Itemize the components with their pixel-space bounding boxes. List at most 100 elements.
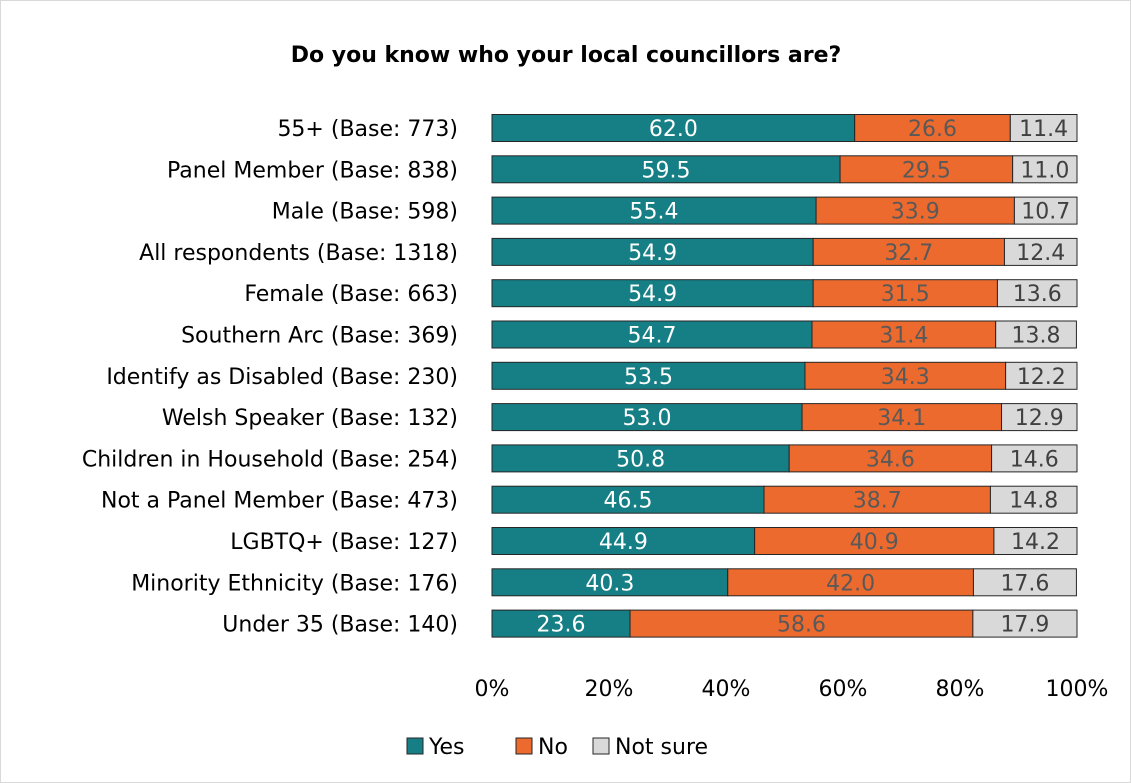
category-label: Panel Member (Base: 838) [167,158,458,183]
category-label: Southern Arc (Base: 369) [181,324,458,349]
data-label: 29.5 [902,158,951,183]
legend-label: No [538,735,568,760]
data-label: 34.6 [866,447,915,472]
bar-segment-not-sure [996,279,1078,308]
x-tick-label: 60% [819,677,868,702]
bar-segment-no [801,403,1003,432]
legend-swatch [406,737,424,755]
bar-segment-yes [491,279,814,308]
data-label: 32.7 [884,241,933,266]
bar-segment-no [812,237,1005,266]
data-label: 31.4 [879,324,928,349]
bar-segment-yes [491,361,806,390]
bar-segment-no [804,361,1007,390]
bar-segment-not-sure [1009,114,1078,142]
data-label: 17.6 [1000,571,1049,596]
bar-segment-not-sure [972,568,1077,597]
data-label: 12.2 [1017,365,1066,390]
data-label: 53.0 [623,406,672,431]
x-tick-label: 0% [475,677,510,702]
bar-segment-no [811,320,997,349]
data-label: 59.5 [642,158,691,183]
data-label: 23.6 [537,613,586,638]
data-label: 62.0 [649,117,698,142]
bar-segment-not-sure [989,485,1078,514]
data-label: 53.5 [624,365,673,390]
data-label: 42.0 [826,571,875,596]
bar-segment-no [754,527,995,555]
data-label: 31.5 [881,282,930,307]
data-label: 14.6 [1010,447,1059,472]
category-label: Minority Ethnicity (Base: 176) [131,571,458,596]
legend: Yes No Not sure [406,735,708,760]
category-label: All respondents (Base: 1318) [139,241,458,266]
data-label: 12.4 [1016,241,1065,266]
data-label: 40.9 [850,530,899,555]
bar-segment-yes [491,403,803,432]
bar-segment-yes [491,320,813,349]
bars: 62.0 26.6 11.4 59.5 29.5 11.0 55.4 33.9 10.7 54.9… [491,114,1078,638]
data-label: 17.9 [1000,613,1049,638]
bar-segment-yes [491,196,817,225]
x-tick-label: 40% [702,677,751,702]
category-label: Welsh Speaker (Base: 132) [162,406,458,431]
data-label: 11.0 [1020,158,1069,183]
data-label: 13.6 [1013,282,1062,307]
data-label: 33.9 [891,200,940,225]
legend-swatch [515,737,533,755]
category-label: Male (Base: 598) [272,200,458,225]
bar-segment-yes [491,237,814,266]
data-label: 14.8 [1009,489,1058,514]
bar-segment-not-sure [1001,403,1078,432]
category-labels: 55+ (Base: 773) Panel Member (Base: 838) M… [82,117,458,638]
category-label: Children in Household (Base: 254) [82,447,458,472]
bar-segment-not-sure [972,609,1078,638]
data-label: 54.9 [628,241,677,266]
legend-label: Yes [428,735,465,760]
bar-segment-yes [491,609,631,638]
category-label: 55+ (Base: 773) [277,117,458,142]
data-label: 55.4 [630,200,679,225]
bar-segment-yes [491,527,756,555]
data-label: 26.6 [908,117,957,142]
bar-segment-no [854,114,1011,142]
data-label: 54.9 [628,282,677,307]
data-label: 34.3 [881,365,930,390]
bar-segment-not-sure [991,444,1078,473]
legend-swatch [592,737,610,755]
data-label: 11.4 [1019,117,1068,142]
bar-segment-yes [491,444,790,473]
bar-segment-not-sure [995,320,1077,349]
legend-label: Not sure [615,735,708,760]
category-label: Not a Panel Member (Base: 473) [101,489,458,514]
data-label: 13.8 [1012,324,1061,349]
data-label: 40.3 [585,571,634,596]
data-label: 46.5 [604,489,653,514]
data-label: 44.9 [599,530,648,555]
data-label: 14.2 [1011,530,1060,555]
bar-segment-yes [491,485,765,514]
data-label: 38.7 [853,489,902,514]
category-label: LGBTQ+ (Base: 127) [230,530,458,555]
bar-segment-not-sure [993,527,1078,555]
data-label: 54.7 [628,324,677,349]
bar-segment-no [788,444,993,473]
bar-segment-not-sure [1005,361,1078,390]
data-label: 50.8 [616,447,665,472]
bar-segment-not-sure [1012,155,1078,184]
bar-segment-no [839,155,1014,184]
x-tick-label: 20% [585,677,634,702]
category-label: Identify as Disabled (Base: 230) [106,365,458,390]
data-label: 12.9 [1015,406,1064,431]
bar-segment-not-sure [1003,237,1078,266]
x-tick-label: 100% [1046,677,1109,702]
category-label: Female (Base: 663) [244,282,458,307]
data-label: 10.7 [1021,200,1070,225]
bar-segment-not-sure [1013,196,1078,225]
data-label: 34.1 [877,406,926,431]
data-label: 58.6 [777,613,826,638]
chart-title: Do you know who your local councillors a… [291,43,842,68]
category-label: Under 35 (Base: 140) [222,613,458,638]
